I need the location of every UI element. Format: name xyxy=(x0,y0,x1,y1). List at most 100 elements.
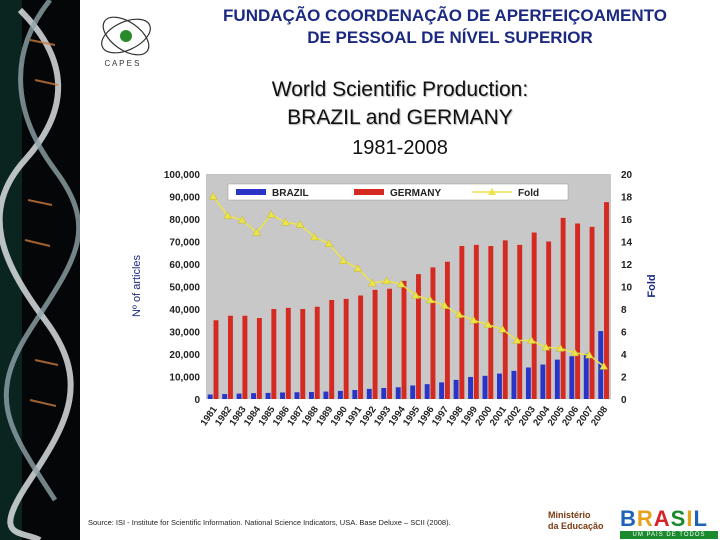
fold-point xyxy=(599,361,609,370)
bar-brazil xyxy=(497,373,502,399)
right-axis: 0 2 4 6 8 10 12 14 16 18 20 xyxy=(621,170,633,406)
brasil-letter: S xyxy=(670,506,687,531)
bar-germany xyxy=(502,240,508,399)
bar-germany xyxy=(242,315,248,399)
fold-point xyxy=(367,278,377,287)
y2-tick-label: 18 xyxy=(621,193,633,204)
fold-point xyxy=(483,320,493,328)
dna-helix-image xyxy=(0,0,80,540)
chart-title-line2: BRAZIL and GERMANY xyxy=(287,106,513,129)
bar-brazil xyxy=(352,390,358,399)
bar-brazil xyxy=(468,376,474,399)
bar-brazil xyxy=(236,393,242,399)
chart-title-years: 1981-2008 xyxy=(352,137,448,159)
bar-germany xyxy=(546,241,552,399)
fold-point xyxy=(498,324,507,333)
brasil-letter: A xyxy=(653,506,671,531)
bar-germany xyxy=(531,232,537,399)
fold-point xyxy=(353,264,363,272)
bar-germany xyxy=(589,226,595,399)
y-tick-label: 100,000 xyxy=(164,170,201,181)
bar-germany xyxy=(401,280,407,399)
y2-tick-label: 16 xyxy=(621,215,633,226)
y2-tick-label: 4 xyxy=(621,350,627,361)
fold-point xyxy=(527,336,536,344)
bar-germany xyxy=(416,274,421,399)
capes-logo: C A P E S xyxy=(101,16,151,68)
chart-legend: BRAZIL GERMANY Fold xyxy=(227,183,569,201)
fold-point xyxy=(252,228,261,236)
y-axis-label: Nº of articles xyxy=(131,254,143,317)
fold-point xyxy=(541,342,551,351)
bar-germany xyxy=(343,298,349,399)
bar-germany xyxy=(256,318,262,399)
bar-brazil xyxy=(482,375,488,399)
ministry-line1: Ministério xyxy=(548,510,591,520)
bar-germany xyxy=(430,267,436,399)
brasil-letter: B xyxy=(620,506,637,531)
fold-series xyxy=(208,192,609,370)
y-tick-label: 90,000 xyxy=(169,193,200,204)
bar-germany xyxy=(285,307,291,399)
bar-germany xyxy=(329,300,335,399)
fold-point xyxy=(570,348,580,357)
y2-tick-label: 14 xyxy=(621,238,633,249)
brasil-letter: I xyxy=(686,506,694,531)
bar-brazil xyxy=(251,393,257,399)
bar-brazil xyxy=(540,364,546,399)
bar-germany xyxy=(488,246,494,399)
fold-point xyxy=(237,215,247,224)
bar-germany xyxy=(227,315,233,399)
fold-point xyxy=(440,301,450,309)
x-axis: 1981198219831984198519861987198819891990… xyxy=(199,404,611,428)
y-tick-label: 40,000 xyxy=(169,305,200,316)
legend-label-fold: Fold xyxy=(518,188,539,199)
legend-label-germany: GERMANY xyxy=(390,188,441,199)
capes-logo-text: C A P E S xyxy=(105,59,140,68)
y-tick-label: 10,000 xyxy=(169,373,200,384)
y-tick-label: 70,000 xyxy=(169,238,200,249)
bar-germany xyxy=(213,320,219,399)
fold-point xyxy=(223,211,233,219)
y-tick-label: 80,000 xyxy=(169,215,200,226)
ministry-logo: Ministério da Educação xyxy=(548,510,604,532)
bar-brazil xyxy=(569,356,575,399)
bar-brazil xyxy=(598,331,604,399)
fold-point xyxy=(469,315,478,324)
bar-brazil xyxy=(525,367,531,399)
fold-point xyxy=(584,350,594,359)
bar-germany xyxy=(372,289,378,399)
brasil-letter: L xyxy=(693,506,708,531)
bar-brazil xyxy=(453,379,459,399)
brasil-logo-word: BRASIL xyxy=(620,506,708,532)
y2-tick-label: 6 xyxy=(621,328,627,339)
org-name-line1: FUNDAÇÃO COORDENAÇÃO DE APERFEIÇOAMENTO xyxy=(223,6,667,25)
fold-point xyxy=(411,291,421,299)
fold-line xyxy=(212,196,605,367)
y2-tick-label: 12 xyxy=(621,260,633,271)
legend-box xyxy=(227,183,569,201)
bar-brazil xyxy=(280,392,285,399)
bar-brazil xyxy=(410,385,416,399)
bar-brazil xyxy=(337,390,343,399)
bar-brazil xyxy=(294,392,300,399)
org-name-line2: DE PESSOAL DE NÍVEL SUPERIOR xyxy=(307,28,593,47)
bar-germany xyxy=(358,295,364,399)
production-chart: 0 10,000 20,000 30,000 40,000 50,000 60,000 70,… xyxy=(131,170,658,428)
bar-brazil xyxy=(583,353,589,399)
legend-marker-fold xyxy=(488,188,496,195)
fold-point xyxy=(324,239,334,247)
brasil-logo: BRASIL UM PAÍS DE TODOS xyxy=(620,506,720,540)
y2-tick-label: 0 xyxy=(621,395,627,406)
legend-label-brazil: BRAZIL xyxy=(272,188,309,199)
bar-brazil xyxy=(222,394,228,399)
y-tick-label: 50,000 xyxy=(169,283,200,294)
bar-germany xyxy=(560,217,566,399)
y2-tick-label: 8 xyxy=(621,305,627,316)
bar-brazil xyxy=(366,388,372,399)
y-tick-label: 30,000 xyxy=(169,328,200,339)
y-tick-label: 20,000 xyxy=(169,350,200,361)
bar-brazil xyxy=(207,394,213,399)
bar-brazil xyxy=(511,370,517,399)
fold-point xyxy=(382,276,392,285)
